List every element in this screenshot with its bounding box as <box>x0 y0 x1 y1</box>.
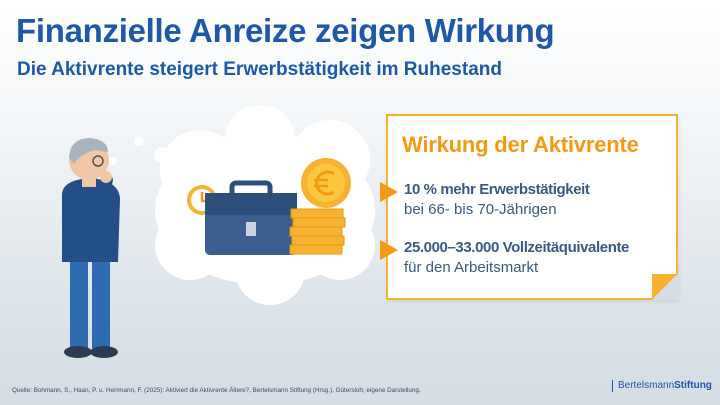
briefcase-icon <box>205 180 297 255</box>
logo-text-bold: Stiftung <box>674 380 712 391</box>
page-title: Finanzielle Anreize zeigen Wirkung <box>16 12 555 49</box>
point-detail: bei 66- bis 70-Jährigen <box>404 201 557 218</box>
impact-point-fte: 25.000–33.000 Vollzeitäquivalente für de… <box>404 238 629 278</box>
page-fold-corner <box>652 274 678 300</box>
euro-coin-stack-icon <box>289 158 351 255</box>
source-note: Quelle: Bohmann, S., Haan, P. u. Herrman… <box>12 387 421 394</box>
point-detail: für den Arbeitsmarkt <box>404 259 539 276</box>
impact-card: Wirkung der Aktivrente 10 % mehr Erwerbs… <box>380 114 678 300</box>
logo-text: Bertelsmann <box>618 380 675 391</box>
arrow-bullet-icon <box>380 240 398 260</box>
illustration <box>62 105 375 358</box>
bertelsmann-logo: BertelsmannStiftung <box>612 380 712 392</box>
point-headline: 10 % mehr Erwerbstätigkeit <box>404 181 590 198</box>
arrow-bullet-icon <box>380 182 398 202</box>
impact-point-employment: 10 % mehr Erwerbstätigkeit bei 66- bis 7… <box>404 180 590 220</box>
point-headline: 25.000–33.000 Vollzeitäquivalente <box>404 239 629 256</box>
thinking-person <box>62 138 120 358</box>
page-subtitle: Die Aktivrente steigert Erwerbstätigkeit… <box>17 59 502 80</box>
card-title: Wirkung der Aktivrente <box>402 132 639 157</box>
